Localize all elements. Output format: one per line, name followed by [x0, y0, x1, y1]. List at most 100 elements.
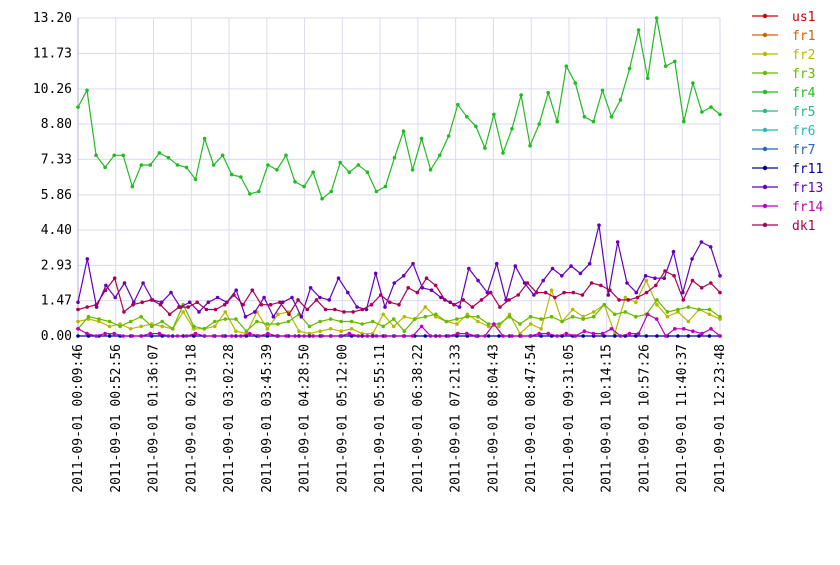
- data-point: [581, 317, 585, 321]
- data-point: [618, 334, 623, 338]
- data-point: [434, 312, 438, 317]
- data-point: [369, 302, 374, 307]
- data-point: [429, 288, 434, 293]
- data-point: [582, 329, 587, 334]
- data-point: [539, 327, 543, 331]
- data-point: [141, 281, 145, 285]
- legend-label: fr3: [792, 67, 815, 82]
- legend-item-dk1: dk1: [752, 219, 815, 234]
- data-point: [600, 331, 605, 336]
- data-point: [663, 269, 667, 273]
- data-point: [528, 143, 532, 148]
- data-point: [655, 302, 659, 307]
- x-tick-label: 2011-09-01 06:38:22: [411, 344, 426, 493]
- data-point: [643, 274, 648, 278]
- data-point: [222, 302, 227, 307]
- data-point: [229, 334, 234, 338]
- data-point: [193, 331, 198, 336]
- data-point: [318, 295, 322, 300]
- data-point: [76, 327, 80, 331]
- data-point: [328, 317, 333, 321]
- data-point: [697, 307, 701, 312]
- x-tick-label: 2011-09-01 05:12:00: [335, 344, 350, 493]
- data-point: [708, 245, 713, 249]
- data-point: [383, 305, 387, 309]
- data-point: [378, 293, 383, 297]
- data-point: [223, 310, 228, 314]
- data-point: [609, 327, 614, 331]
- data-point: [360, 307, 365, 312]
- data-point: [589, 281, 594, 285]
- data-point: [654, 317, 659, 321]
- data-point: [284, 334, 288, 338]
- data-point: [644, 278, 649, 283]
- series-fr14: [76, 312, 722, 338]
- data-point: [320, 196, 324, 201]
- data-point: [673, 59, 677, 64]
- legend-swatch-marker: [762, 184, 768, 190]
- data-point: [130, 334, 135, 338]
- data-point: [401, 334, 406, 338]
- data-point: [234, 329, 238, 334]
- legend-item-fr14: fr14: [752, 200, 823, 215]
- data-point: [175, 334, 180, 338]
- data-point: [470, 305, 475, 309]
- data-point: [130, 184, 135, 189]
- data-point: [94, 334, 98, 338]
- data-point: [599, 283, 603, 288]
- data-point: [580, 293, 585, 297]
- data-point: [662, 276, 666, 281]
- data-point: [329, 334, 334, 338]
- data-point: [103, 165, 107, 170]
- data-point: [623, 310, 628, 314]
- data-point: [483, 334, 487, 338]
- legend-swatch-marker: [762, 32, 768, 38]
- data-point: [513, 264, 518, 268]
- data-point: [166, 334, 171, 338]
- data-point: [402, 329, 407, 334]
- data-point: [112, 153, 116, 158]
- data-point: [627, 331, 632, 336]
- data-point: [213, 307, 218, 312]
- y-tick-label: 5.86: [41, 188, 72, 203]
- data-point: [581, 334, 585, 338]
- legend-item-fr13: fr13: [752, 181, 823, 196]
- data-point: [297, 329, 301, 334]
- data-point: [699, 240, 704, 244]
- data-point: [519, 93, 523, 97]
- data-point: [308, 286, 313, 290]
- data-point: [104, 283, 108, 288]
- data-point: [636, 28, 641, 32]
- data-point: [128, 319, 133, 324]
- data-point: [318, 329, 322, 334]
- data-point: [686, 319, 691, 324]
- data-point: [504, 298, 508, 302]
- data-point: [356, 334, 361, 338]
- data-point: [211, 163, 216, 167]
- data-point: [167, 312, 172, 317]
- data-point: [107, 324, 112, 329]
- data-point: [149, 298, 154, 302]
- legend-swatch-marker: [762, 222, 768, 228]
- data-point: [626, 298, 631, 302]
- data-point: [655, 298, 659, 302]
- data-point: [338, 160, 343, 165]
- data-point: [439, 295, 443, 300]
- data-point: [392, 334, 397, 338]
- data-point: [461, 298, 466, 302]
- data-point: [564, 64, 569, 68]
- data-point: [76, 300, 80, 305]
- data-point: [528, 314, 533, 319]
- data-point: [275, 168, 279, 172]
- data-point: [571, 290, 576, 295]
- data-point: [248, 192, 252, 196]
- y-axis: 0.00 1.47 2.93 4.40 5.86 7.33 8.80 10.26 11.73 13…: [33, 11, 79, 344]
- x-tick-label: 2011-09-01 00:09:46: [71, 344, 86, 493]
- data-point: [220, 153, 225, 158]
- grid: [77, 17, 721, 337]
- legend-item-fr2: fr2: [752, 48, 815, 63]
- data-point: [266, 331, 270, 336]
- legend-label: fr5: [792, 105, 815, 120]
- data-point: [232, 293, 236, 297]
- data-point: [112, 276, 117, 281]
